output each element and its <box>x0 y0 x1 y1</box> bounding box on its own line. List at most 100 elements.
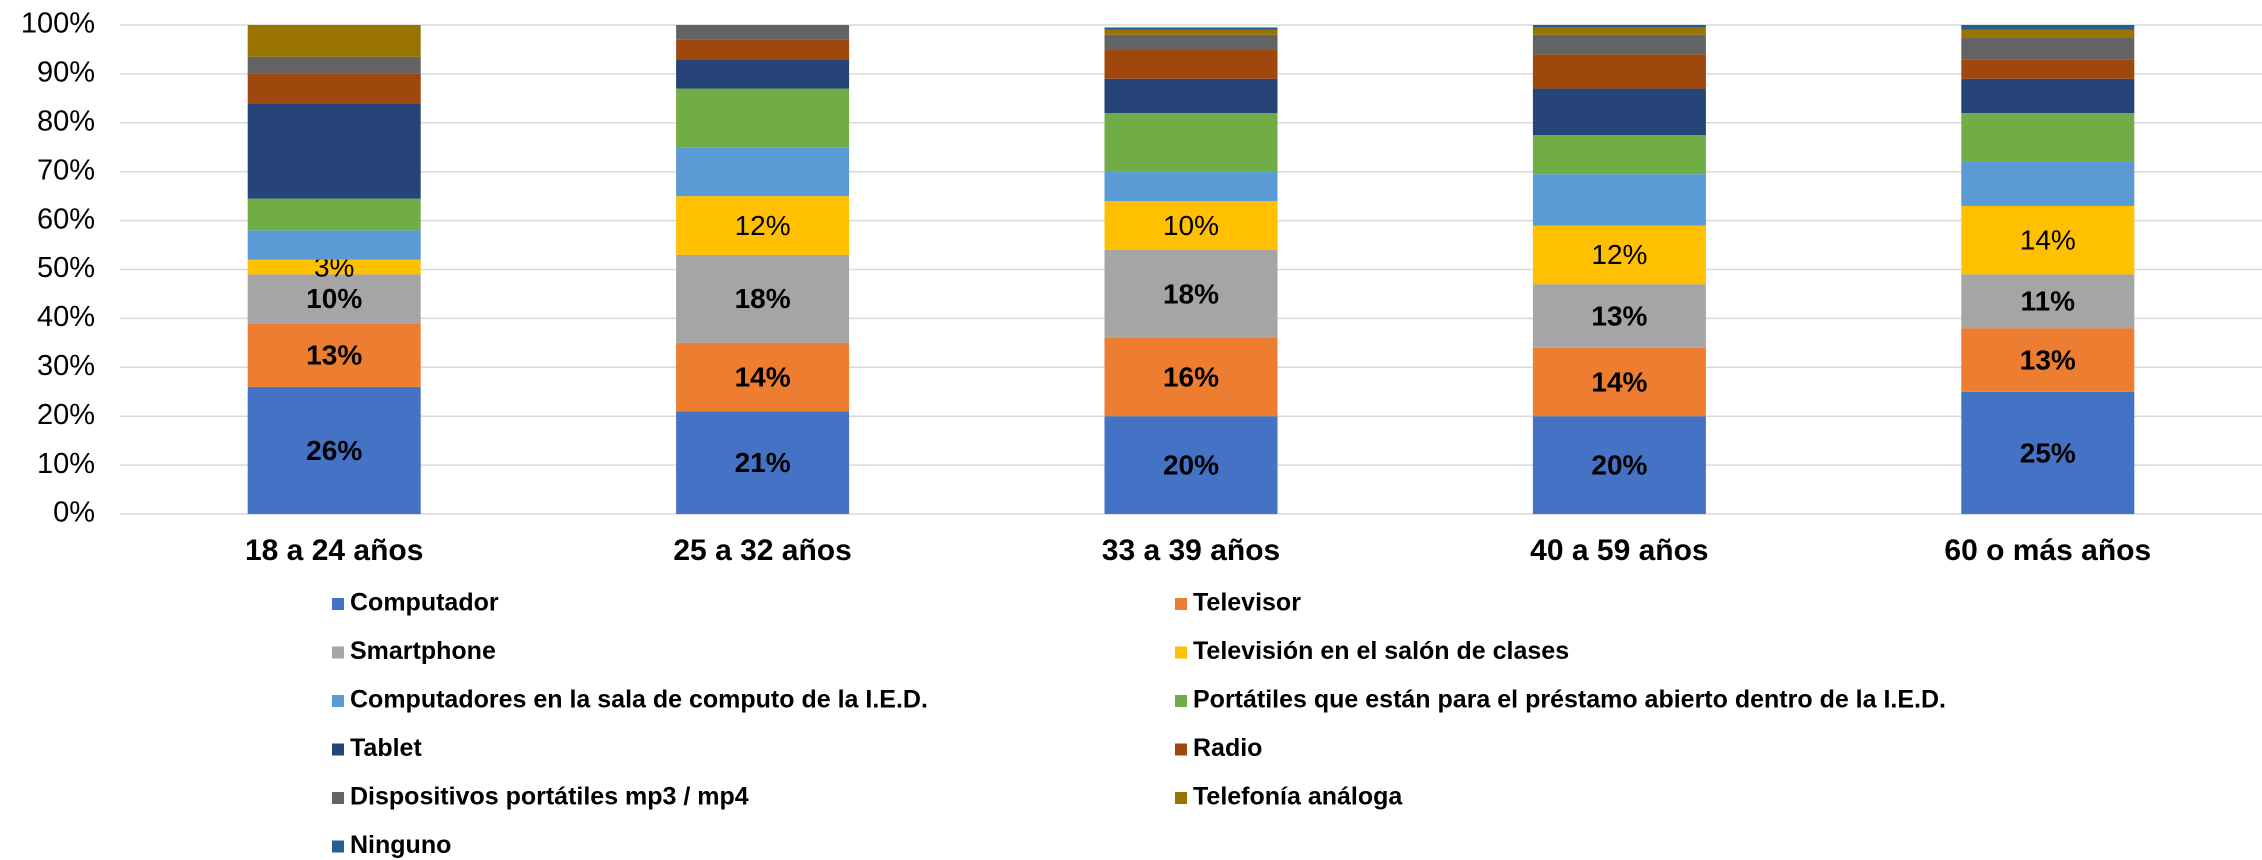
y-tick-label: 90% <box>37 57 95 89</box>
y-tick-label: 60% <box>37 203 95 235</box>
legend-label: Ninguno <box>350 831 451 859</box>
bar-segment <box>1961 328 2135 392</box>
legend-swatch <box>1175 598 1187 610</box>
bar-segment <box>1532 54 1706 89</box>
y-tick-label: 50% <box>37 252 95 284</box>
data-label: 14% <box>735 361 791 392</box>
bar-segment <box>247 198 421 231</box>
legend-swatch <box>332 792 344 804</box>
legend-label: Portátiles que están para el préstamo ab… <box>1193 686 1946 714</box>
data-label: 18% <box>1163 278 1219 309</box>
bar-segment <box>1104 249 1278 338</box>
bar-segment <box>1961 161 2135 206</box>
bar-segment <box>1532 25 1706 28</box>
bar-segment <box>1104 416 1278 514</box>
x-tick-label: 18 a 24 años <box>245 534 423 567</box>
data-label: 13% <box>306 339 362 370</box>
bar-segment <box>247 259 421 275</box>
data-label: 12% <box>1591 239 1647 270</box>
bar-segment <box>247 386 421 514</box>
bar-segment <box>1961 37 2135 60</box>
y-tick-label: 40% <box>37 301 95 333</box>
bar-segment <box>1961 274 2135 329</box>
data-label: 18% <box>735 283 791 314</box>
data-label: 13% <box>2020 344 2076 375</box>
legend-label: Computador <box>350 589 499 617</box>
data-label: 13% <box>1591 300 1647 331</box>
legend-label: Radio <box>1193 734 1262 762</box>
bar-segment <box>676 411 850 514</box>
bar-segment <box>1961 391 2135 514</box>
legend-swatch <box>1175 792 1187 804</box>
legend-label: Computadores en la sala de computo de la… <box>350 686 928 714</box>
y-tick-label: 20% <box>37 399 95 431</box>
data-label: 10% <box>306 283 362 314</box>
bar-segment <box>676 254 850 343</box>
bar-segment <box>1961 25 2135 30</box>
legend-swatch <box>1175 695 1187 707</box>
data-label: 10% <box>1163 210 1219 241</box>
bar-segment <box>1104 49 1278 79</box>
bar-segment <box>1961 29 2135 38</box>
bar-segment <box>1532 225 1706 285</box>
bar-segment <box>247 56 421 74</box>
bar-segment <box>1532 27 1706 35</box>
data-label: 14% <box>2020 225 2076 256</box>
data-label: 20% <box>1591 449 1647 480</box>
x-tick-label: 60 o más años <box>1944 534 2151 567</box>
bar-segment <box>676 39 850 60</box>
bar-segment <box>1104 78 1278 114</box>
bar-segment <box>1532 174 1706 226</box>
bar-segment <box>1961 59 2135 79</box>
data-label: 16% <box>1163 361 1219 392</box>
bar-segment <box>247 230 421 260</box>
data-label: 20% <box>1163 449 1219 480</box>
bar-segment <box>1104 113 1278 172</box>
data-label: 12% <box>735 210 791 241</box>
legend-label: Telefonía análoga <box>1193 783 1403 811</box>
x-tick-label: 25 a 32 años <box>673 534 851 567</box>
bar-segment <box>1104 171 1278 202</box>
bar-segment <box>676 88 850 148</box>
bar-segment <box>1961 78 2135 114</box>
bar-segment <box>247 323 421 387</box>
bar-segment <box>1961 205 2135 275</box>
y-tick-label: 10% <box>37 448 95 480</box>
bar-segment <box>247 73 421 104</box>
x-tick-label: 33 a 39 años <box>1102 534 1280 567</box>
data-label: 21% <box>735 447 791 478</box>
bar-segment <box>1532 135 1706 175</box>
legend-swatch <box>1175 646 1187 659</box>
bar-segment <box>676 25 850 40</box>
bar-segment <box>1961 113 2135 162</box>
data-label: 11% <box>2021 286 2076 317</box>
bar-segment <box>1532 34 1706 55</box>
legend-swatch <box>332 840 344 853</box>
legend-swatch <box>332 743 344 756</box>
bar-segment <box>1104 29 1278 35</box>
data-label: 26% <box>306 435 362 466</box>
bar-segment <box>1532 284 1706 348</box>
legend-swatch <box>332 646 344 659</box>
bar-segment <box>1104 27 1278 30</box>
bar-segment <box>247 103 421 199</box>
y-tick-label: 0% <box>53 497 95 529</box>
y-tick-label: 30% <box>37 350 95 382</box>
legend-label: Televisión en el salón de clases <box>1193 637 1569 665</box>
legend-swatch <box>1175 743 1187 756</box>
data-label: 14% <box>1591 366 1647 397</box>
bar-segment <box>676 59 850 89</box>
x-tick-label: 40 a 59 años <box>1530 534 1708 567</box>
bar-segment <box>676 342 850 412</box>
bar-segment <box>1104 201 1278 250</box>
bar-segment <box>247 274 421 324</box>
bar-segment <box>676 196 850 255</box>
y-tick-label: 80% <box>37 105 95 137</box>
bar-segment <box>1532 347 1706 417</box>
legend-label: Dispositivos portátiles mp3 / mp4 <box>350 783 749 811</box>
data-label: 25% <box>2020 437 2076 468</box>
bar-segment <box>247 25 421 57</box>
bar-segment <box>1532 88 1706 136</box>
legend-label: Smartphone <box>350 637 496 665</box>
bar-segment <box>1532 416 1706 514</box>
